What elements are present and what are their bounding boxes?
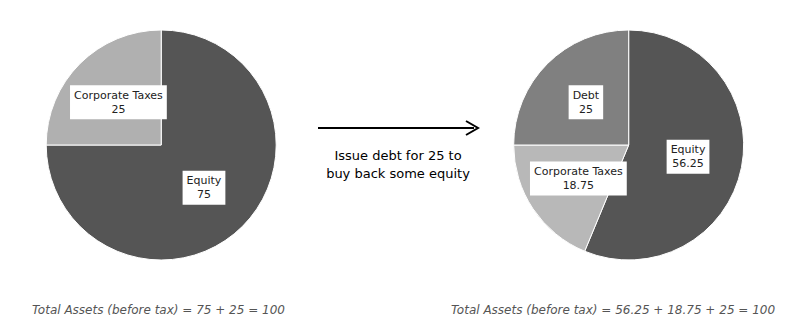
svg-text:Corporate Taxes: Corporate Taxes	[534, 165, 623, 178]
svg-text:18.75: 18.75	[563, 179, 595, 192]
svg-text:25: 25	[111, 103, 125, 116]
svg-text:Equity: Equity	[671, 143, 706, 156]
svg-text:Corporate Taxes: Corporate Taxes	[74, 89, 163, 102]
svg-text:56.25: 56.25	[672, 157, 704, 170]
svg-text:25: 25	[579, 103, 593, 116]
svg-text:Debt: Debt	[573, 89, 600, 102]
svg-text:75: 75	[197, 188, 211, 201]
svg-text:buy back some equity: buy back some equity	[326, 166, 470, 181]
svg-text:Total Assets (before tax) = 75: Total Assets (before tax) = 75 + 25 = 10…	[32, 303, 285, 317]
svg-text:Total Assets (before tax) = 56: Total Assets (before tax) = 56.25 + 18.7…	[451, 303, 775, 317]
svg-text:Issue debt for 25 to: Issue debt for 25 to	[334, 148, 461, 163]
svg-text:Equity: Equity	[187, 174, 222, 187]
